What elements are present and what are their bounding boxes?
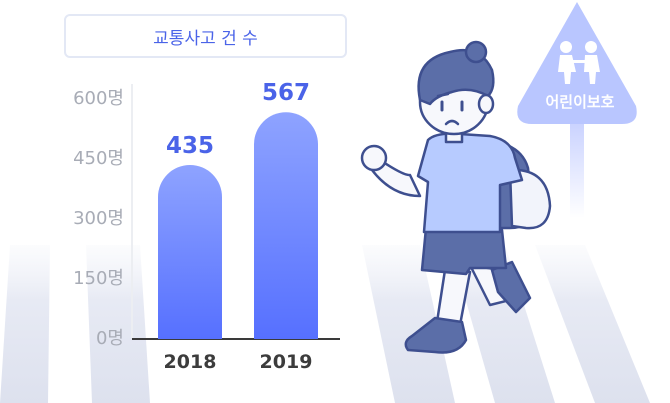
bar-value-label: 567 <box>261 80 310 107</box>
y-tick-label: 0명 <box>95 328 124 349</box>
y-tick-label: 450명 <box>73 148 124 169</box>
x-tick-label: 2019 <box>259 351 313 373</box>
bars-group <box>158 112 318 339</box>
x-tick-label: 2018 <box>163 351 217 373</box>
bar-value-label: 435 <box>165 133 214 159</box>
bar-2019 <box>254 112 318 339</box>
school-zone-sign <box>517 2 637 124</box>
y-tick-label: 600명 <box>73 88 124 109</box>
bar-2018 <box>158 165 222 339</box>
sign-label: 어린이보호 <box>545 93 615 111</box>
y-tick-label: 300명 <box>73 208 124 229</box>
children-icon <box>558 41 600 84</box>
child-illustration <box>360 40 552 354</box>
crosswalk <box>0 245 650 403</box>
chart-title: 교통사고 건 수 <box>64 14 347 58</box>
y-tick-label: 150명 <box>73 268 124 289</box>
sign-pole <box>570 118 584 218</box>
